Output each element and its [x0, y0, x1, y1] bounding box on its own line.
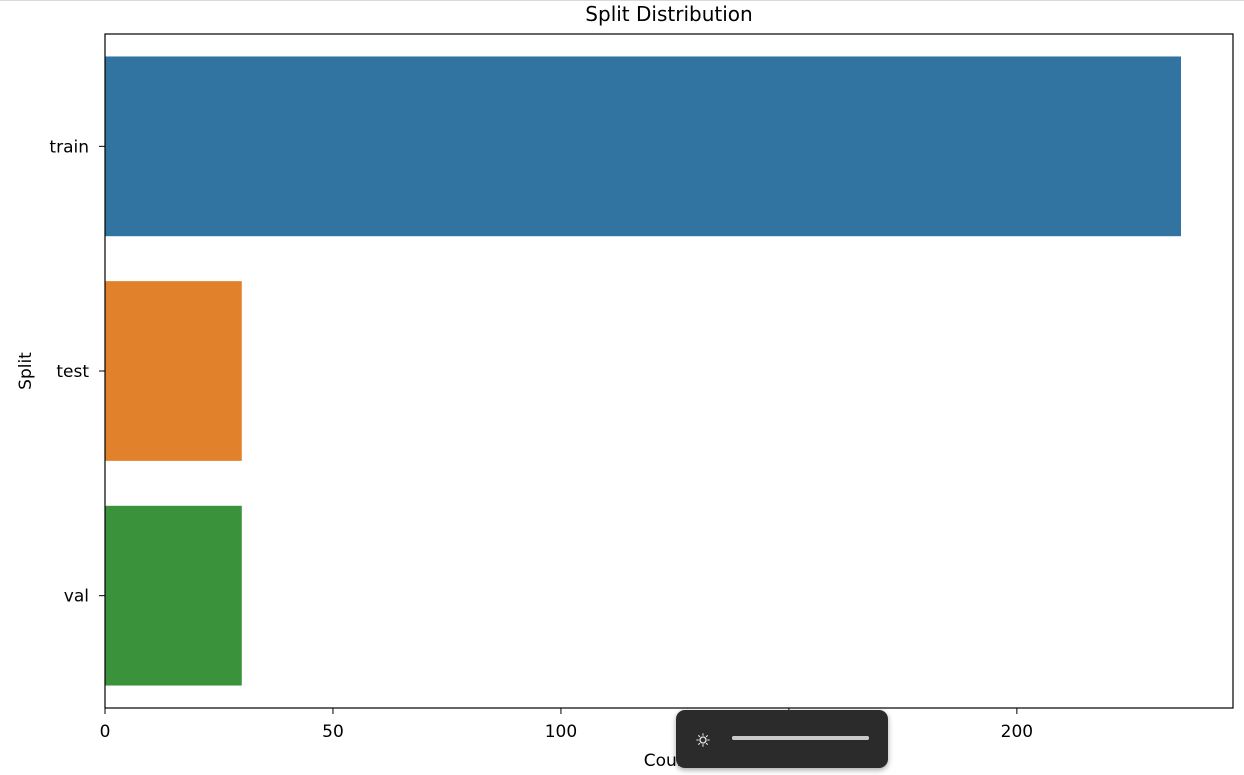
x-tick-label: 200	[1001, 722, 1033, 742]
brightness-slider-fill	[732, 736, 869, 740]
y-tick-group: train test val	[49, 137, 105, 607]
bar-test	[105, 281, 242, 461]
y-axis-label: Split	[16, 352, 36, 390]
bars-group	[105, 56, 1181, 686]
bar-val	[105, 505, 242, 686]
x-tick-label: 50	[322, 722, 344, 742]
y-tick-label: train	[49, 137, 89, 157]
bar-train	[105, 56, 1181, 237]
x-tick-label: 0	[100, 722, 111, 742]
x-tick-group: 050100150200	[100, 708, 1033, 742]
y-tick-label: val	[64, 587, 89, 607]
brightness-overlay	[676, 710, 888, 768]
x-tick-label: 100	[545, 722, 577, 742]
top-border	[0, 0, 1244, 1]
chart-title: Split Distribution	[585, 2, 752, 26]
brightness-icon	[696, 732, 710, 747]
brightness-slider[interactable]	[732, 736, 869, 740]
y-tick-label: test	[56, 362, 89, 382]
plot-frame	[104, 33, 1234, 709]
